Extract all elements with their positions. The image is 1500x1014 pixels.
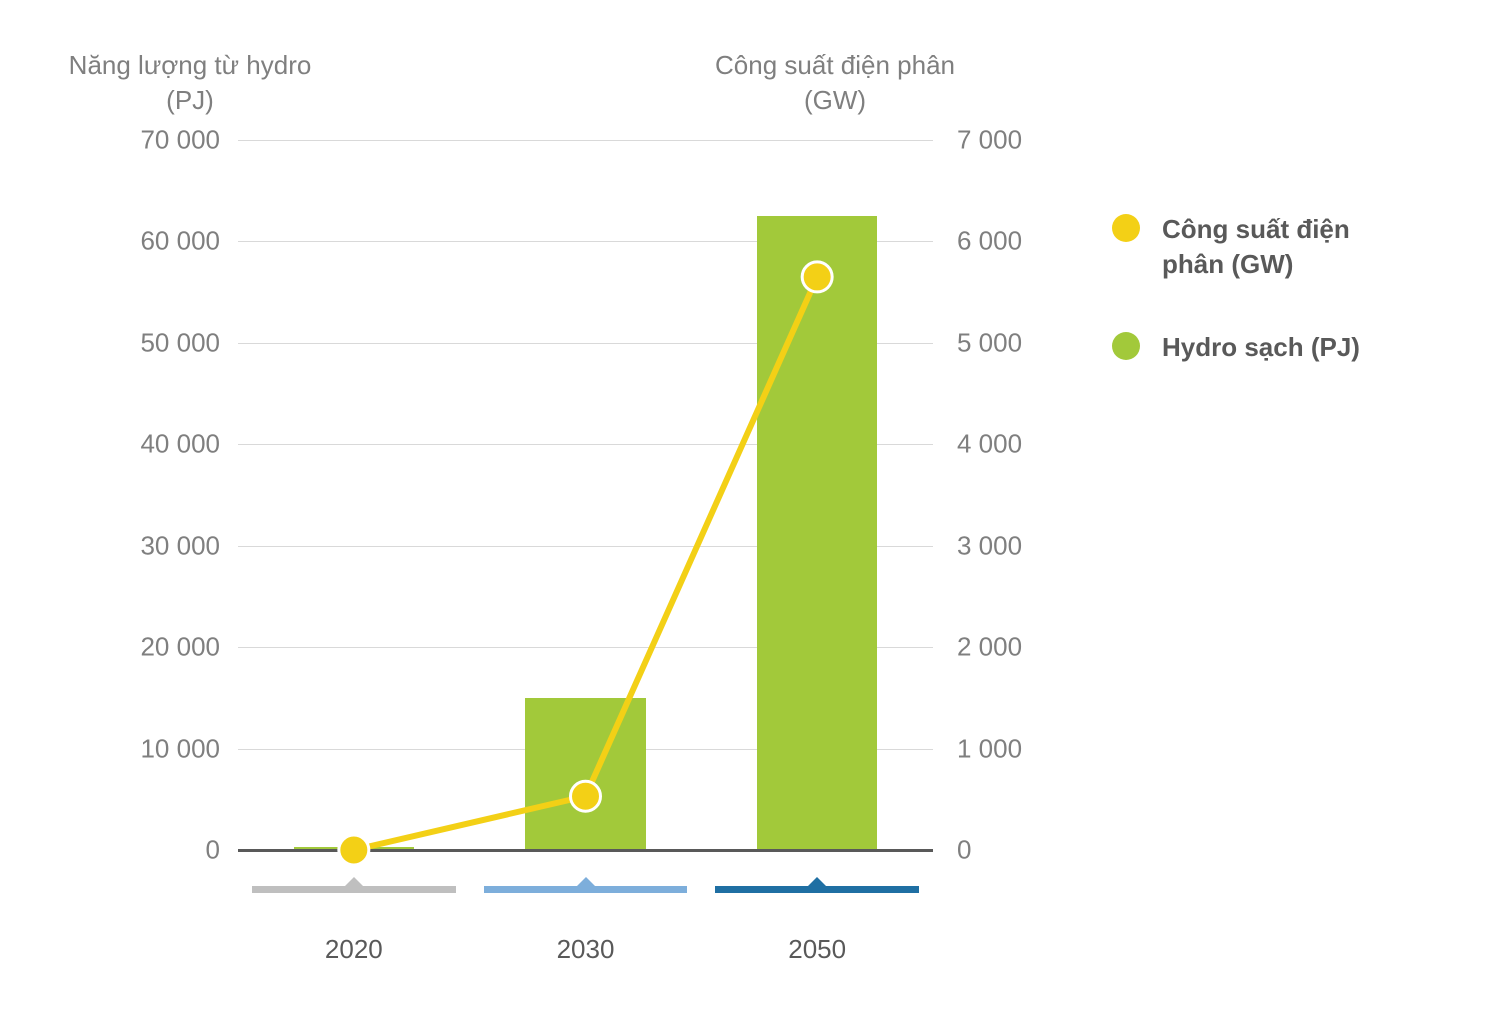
category-label: 2030 <box>557 934 615 965</box>
right-tick-label: 5 000 <box>957 327 1077 358</box>
category-label: 2050 <box>788 934 846 965</box>
right-tick-label: 1 000 <box>957 733 1077 764</box>
category-strip <box>484 886 688 893</box>
left-tick-label: 40 000 <box>120 429 220 460</box>
left-tick-label: 50 000 <box>120 327 220 358</box>
category-strip <box>252 886 456 893</box>
category-caret-icon <box>576 877 596 887</box>
legend: Công suất điện phân (GW) Hydro sạch (PJ) <box>1112 212 1402 365</box>
legend-item-line: Công suất điện phân (GW) <box>1112 212 1402 282</box>
legend-label-bar: Hydro sạch (PJ) <box>1162 330 1360 365</box>
left-tick-label: 20 000 <box>120 632 220 663</box>
category-caret-icon <box>807 877 827 887</box>
bar <box>757 216 877 850</box>
legend-marker-line <box>1112 214 1140 242</box>
right-tick-label: 2 000 <box>957 632 1077 663</box>
category-caret-icon <box>344 877 364 887</box>
left-tick-label: 0 <box>120 835 220 866</box>
legend-marker-bar <box>1112 332 1140 360</box>
plot-area <box>238 140 933 850</box>
category-strip <box>715 886 919 893</box>
category-label: 2020 <box>325 934 383 965</box>
chart-container: Năng lượng từ hydro(PJ) Công suất điện p… <box>0 0 1500 1014</box>
legend-item-bar: Hydro sạch (PJ) <box>1112 330 1402 365</box>
right-tick-label: 6 000 <box>957 226 1077 257</box>
legend-label-line: Công suất điện phân (GW) <box>1162 212 1402 282</box>
left-tick-label: 30 000 <box>120 530 220 561</box>
bar <box>525 698 645 850</box>
left-tick-label: 60 000 <box>120 226 220 257</box>
right-tick-label: 0 <box>957 835 1077 866</box>
x-axis-baseline <box>238 849 933 852</box>
left-axis-title: Năng lượng từ hydro(PJ) <box>30 48 350 118</box>
right-tick-label: 7 000 <box>957 125 1077 156</box>
left-tick-label: 70 000 <box>120 125 220 156</box>
right-tick-label: 3 000 <box>957 530 1077 561</box>
right-axis-title: Công suất điện phân(GW) <box>675 48 995 118</box>
right-tick-label: 4 000 <box>957 429 1077 460</box>
left-tick-label: 10 000 <box>120 733 220 764</box>
